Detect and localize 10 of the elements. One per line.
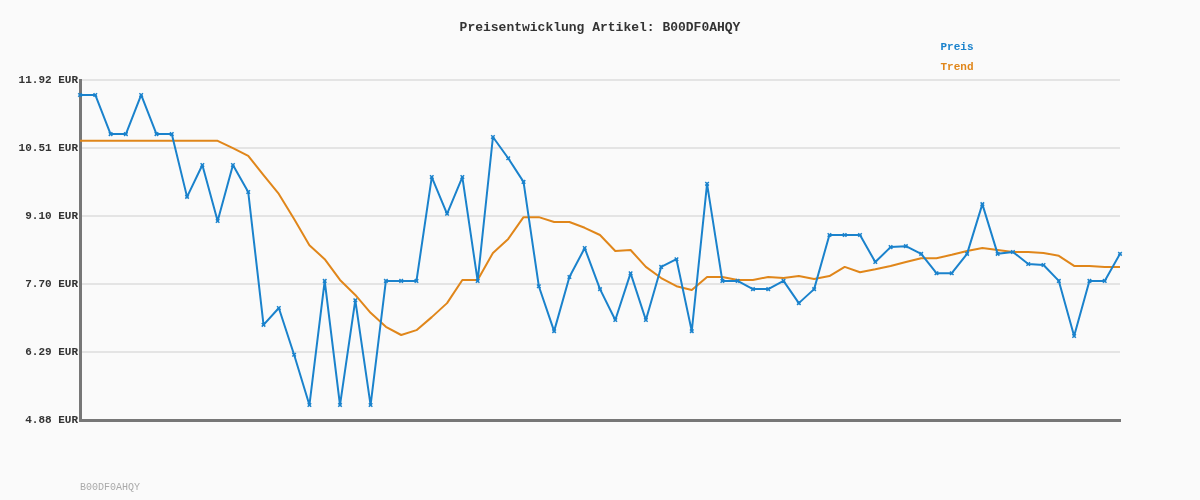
y-tick-label: 7.70 EUR <box>25 277 79 290</box>
y-tick-label: 11.92 EUR <box>18 73 79 86</box>
y-tick-label: 4.88 EUR <box>25 413 79 426</box>
y-tick-label: 9.10 EUR <box>25 209 79 222</box>
y-tick-label: 10.51 EUR <box>18 141 79 154</box>
y-tick-label: 6.29 EUR <box>25 345 79 358</box>
text: Trend <box>940 60 974 73</box>
chart-title: Preisentwicklung Artikel: B00DF0AHQY <box>459 20 741 36</box>
text: B00DF0AHQY <box>80 481 141 493</box>
text: Preis <box>940 40 974 53</box>
